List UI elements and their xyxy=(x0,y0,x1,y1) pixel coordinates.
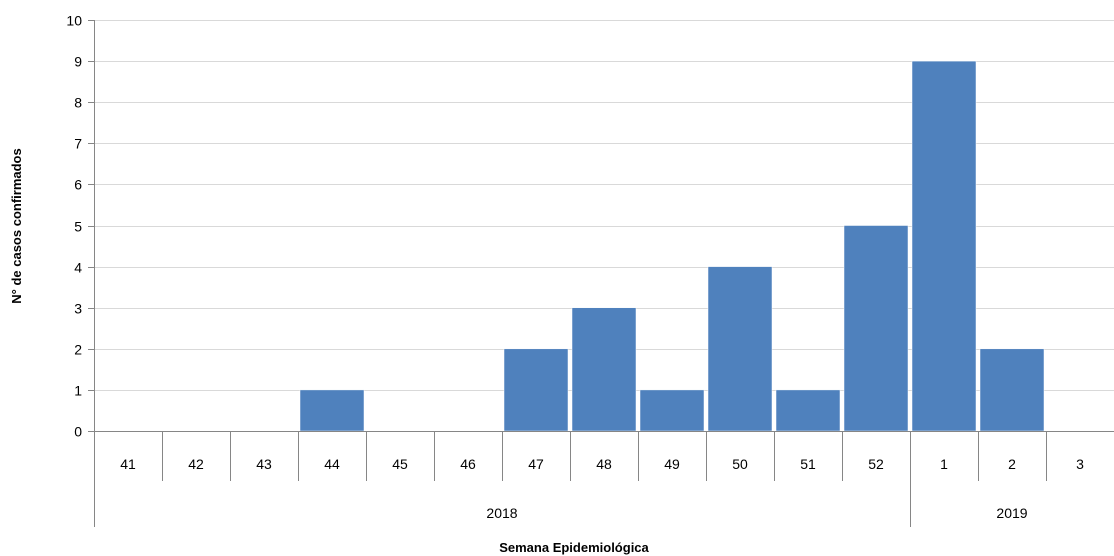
x-tick-label: 52 xyxy=(868,456,884,472)
y-tick-label: 6 xyxy=(74,177,82,193)
y-tick-label: 5 xyxy=(74,219,82,235)
y-tick-label: 4 xyxy=(74,260,82,276)
gridlines xyxy=(94,20,1114,391)
y-tick-label: 1 xyxy=(74,383,82,399)
bar xyxy=(911,60,977,432)
group-label: 2018 xyxy=(486,505,517,521)
x-tick-label: 50 xyxy=(732,456,748,472)
x-axis-title: Semana Epidemiológica xyxy=(499,540,649,555)
x-tick-label: 45 xyxy=(392,456,408,472)
x-tick-label: 43 xyxy=(256,456,272,472)
x-tick-label: 44 xyxy=(324,456,340,472)
bar xyxy=(843,225,909,432)
y-tick-label: 8 xyxy=(74,95,82,111)
x-tick-label: 47 xyxy=(528,456,544,472)
group-label: 2019 xyxy=(996,505,1027,521)
x-tick-label: 49 xyxy=(664,456,680,472)
x-tick-label: 2 xyxy=(1008,456,1016,472)
x-axis: 41 42 43 44 45 46 47 48 49 50 51 52 1 2 3 2018 2019 xyxy=(94,431,1114,527)
y-axis-title: N° de casos confirmados xyxy=(9,148,24,303)
y-tick-label: 3 xyxy=(74,301,82,317)
bars xyxy=(299,60,1045,432)
x-tick-label: 1 xyxy=(940,456,948,472)
bar xyxy=(707,266,773,432)
bar xyxy=(639,389,705,432)
x-tick-label: 42 xyxy=(188,456,204,472)
bar xyxy=(299,389,365,432)
y-tick-label: 10 xyxy=(66,13,82,29)
y-tick-label: 2 xyxy=(74,342,82,358)
bar xyxy=(503,348,569,432)
bar xyxy=(571,307,637,432)
x-tick-label: 48 xyxy=(596,456,612,472)
y-tick-label: 9 xyxy=(74,54,82,70)
y-tick-label: 0 xyxy=(74,424,82,440)
bar xyxy=(979,348,1045,432)
x-tick-label: 46 xyxy=(460,456,476,472)
y-axis-ticks: 0 1 2 3 4 5 6 7 8 9 10 xyxy=(66,13,95,440)
x-tick-label: 41 xyxy=(120,456,136,472)
x-tick-label: 51 xyxy=(800,456,816,472)
bar xyxy=(775,389,841,432)
x-tick-label: 3 xyxy=(1076,456,1084,472)
y-tick-label: 7 xyxy=(74,136,82,152)
